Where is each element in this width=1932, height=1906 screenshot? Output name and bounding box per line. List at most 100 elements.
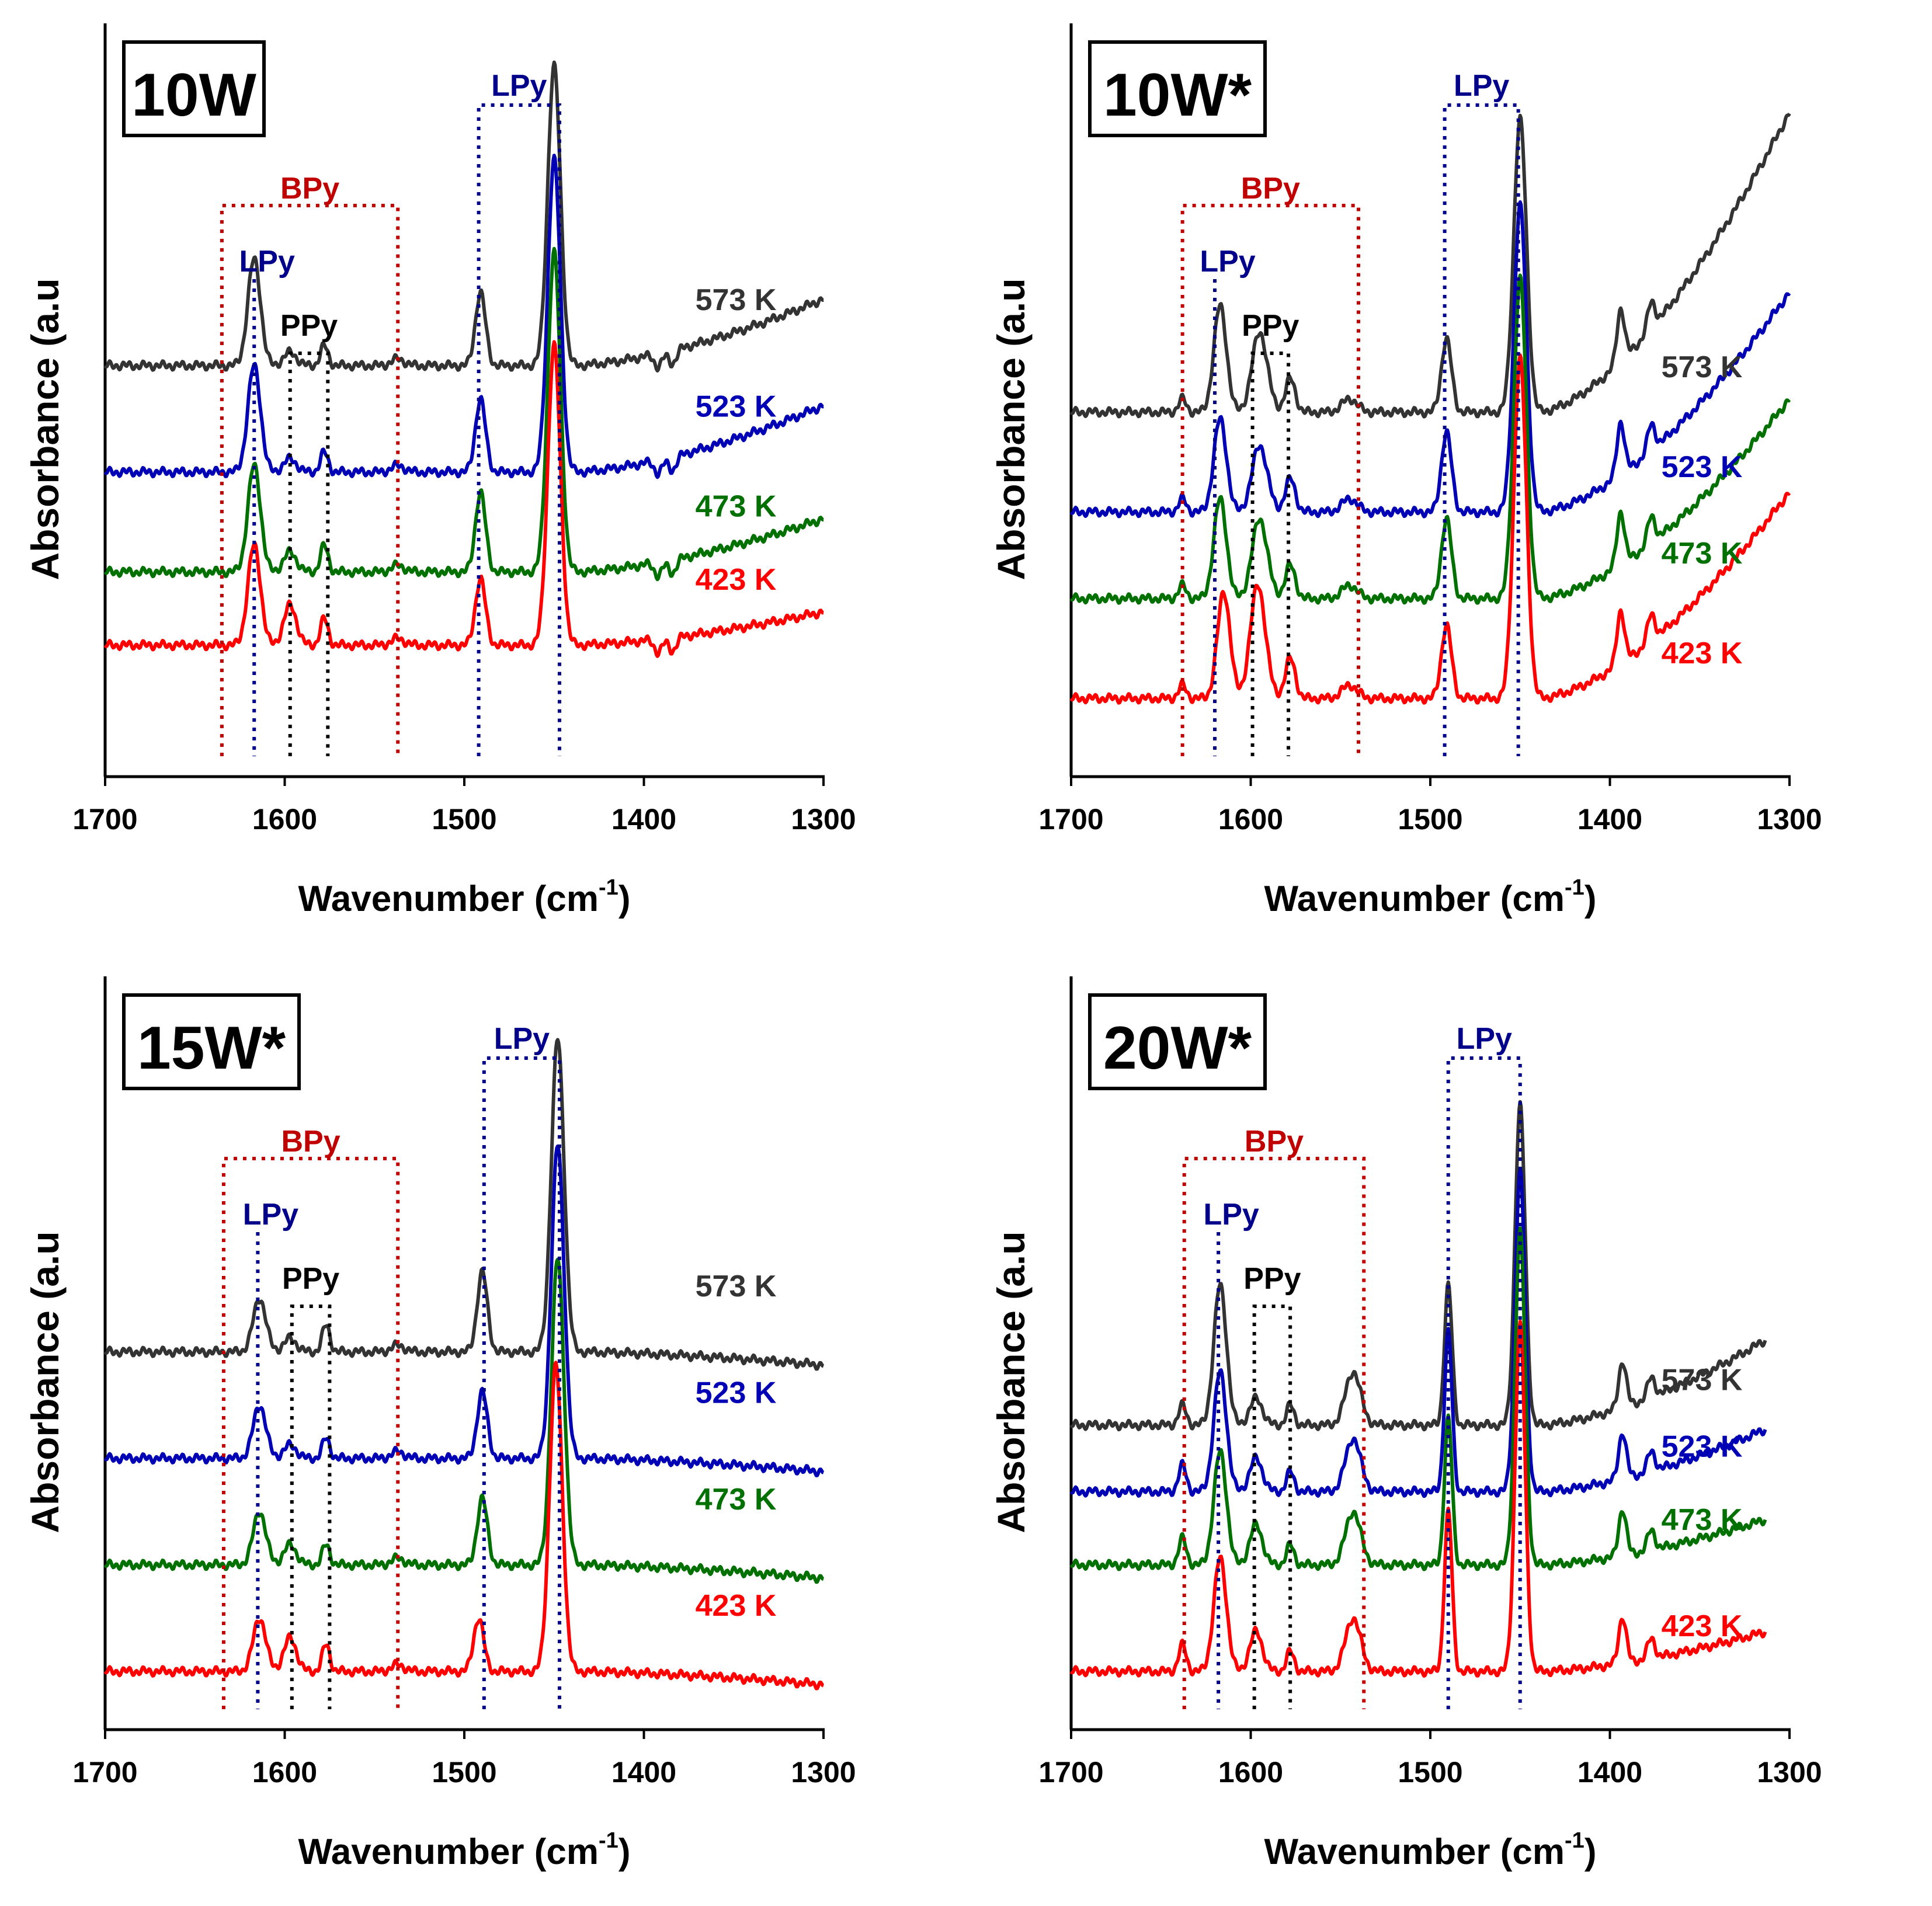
series-line-523-k [103, 1144, 825, 1477]
x-tick-label: 1600 [1218, 803, 1283, 836]
bpy-band-label: BPy [1245, 1125, 1304, 1159]
series-labels: 573 K 523 K 473 K 423 K [1662, 350, 1743, 670]
x-tick-label: 1300 [1757, 803, 1822, 836]
series-label-573-k: 573 K [696, 283, 777, 317]
x-tick-label: 1700 [72, 803, 137, 836]
series-line-573-k [1069, 113, 1791, 419]
ppy-band-marker [1252, 1305, 1292, 1709]
x-axis-label: Wavenumber (cm-1) [298, 875, 631, 919]
series-label-473-k: 473 K [1662, 1503, 1743, 1537]
lpy-low-label: LPy [239, 245, 295, 279]
panel-label: 15W* [137, 1014, 286, 1082]
x-tick-label: 1400 [611, 1756, 676, 1789]
bpy-band-box [1180, 204, 1360, 756]
lpy-high-band-box [477, 103, 561, 756]
series-label-573-k: 573 K [1662, 350, 1743, 384]
lpy-low-label: LPy [1200, 245, 1255, 279]
ppy-band-marker [288, 352, 330, 756]
axes: 1700 1600 1500 1400 1300 [72, 23, 856, 836]
x-axis-label: Wavenumber (cm-1) [298, 1828, 631, 1872]
series-line-473-k [1069, 1226, 1767, 1571]
series-line-523-k [1069, 200, 1791, 519]
x-tick-label: 1300 [791, 803, 856, 836]
chart-panel-15w-star: 1700 1600 1500 1400 1300 Wavenumber (cm-1) Abs… [0, 953, 964, 1905]
x-tick-label: 1300 [791, 1756, 856, 1789]
ppy-band-label: PPy [1242, 309, 1299, 343]
series-group [103, 60, 825, 658]
lpy-low-label: LPy [1203, 1198, 1259, 1232]
ppy-band-label: PPy [1243, 1262, 1301, 1296]
x-tick-label: 1700 [72, 1756, 137, 1789]
x-axis-label: Wavenumber (cm-1) [1264, 875, 1597, 919]
bpy-band-label: BPy [280, 172, 339, 206]
y-axis-label: Absorbance (a.u [23, 1231, 67, 1533]
lpy-high-band-box [1446, 1056, 1522, 1709]
axes: 1700 1600 1500 1400 1300 [1038, 23, 1822, 836]
axes: 1700 1600 1500 1400 1300 [1038, 976, 1822, 1789]
panel-label-frame [122, 40, 266, 137]
series-label-473-k: 473 K [696, 489, 777, 523]
x-tick-label: 1600 [252, 1756, 317, 1789]
series-line-423-k [1069, 1320, 1767, 1678]
panel-label: 10W [131, 61, 257, 129]
chart-panel-10w: 1700 1600 1500 1400 1300 Wavenumber (cm-1) Abs… [0, 0, 964, 952]
series-label-573-k: 573 K [1662, 1363, 1743, 1397]
x-tick-label: 1700 [1038, 803, 1103, 836]
series-line-473-k [103, 1257, 825, 1584]
chart-svg: 1700 1600 1500 1400 1300 Wavenumber (cm-1) Abs… [23, 976, 856, 1872]
series-labels: 573 K 523 K 473 K 423 K [696, 283, 777, 597]
ppy-band-label: PPy [282, 1262, 339, 1296]
series-label-573-k: 573 K [696, 1269, 777, 1303]
series-label-523-k: 523 K [1662, 450, 1743, 484]
panel-label-frame [1088, 40, 1267, 137]
band-annotations: BPy LPy PPy LPy [220, 69, 561, 756]
x-tick-label: 1500 [432, 803, 496, 836]
x-axis-label: Wavenumber (cm-1) [1264, 1828, 1597, 1872]
series-labels: 573 K 523 K 473 K 423 K [696, 1269, 777, 1623]
x-tick-label: 1500 [1398, 803, 1462, 836]
series-line-523-k [103, 154, 825, 479]
panel-label-box: 15W* [122, 993, 301, 1090]
lpy-high-band-label: LPy [1457, 1022, 1512, 1056]
ppy-band-marker [1250, 352, 1291, 756]
chart-svg: 1700 1600 1500 1400 1300 Wavenumber (cm-1) Abs… [23, 23, 856, 919]
chart-svg: 1700 1600 1500 1400 1300 Wavenumber (cm-1) Abs… [989, 976, 1822, 1872]
panel-label-box: 10W* [1088, 40, 1267, 137]
x-tick-label: 1400 [611, 803, 676, 836]
series-group [1069, 1100, 1767, 1678]
series-label-473-k: 473 K [696, 1483, 777, 1517]
x-tick-label: 1600 [1218, 1756, 1283, 1789]
lpy-high-band-label: LPy [494, 1022, 550, 1056]
series-line-423-k [103, 340, 825, 658]
x-tick-label: 1400 [1577, 1756, 1642, 1789]
series-line-523-k [1069, 1166, 1767, 1498]
series-group [1069, 113, 1791, 705]
panel-label-frame [122, 993, 301, 1090]
y-axis-label: Absorbance (a.u [989, 278, 1033, 580]
series-line-473-k [103, 246, 825, 582]
x-tick-label: 1500 [432, 1756, 496, 1789]
series-labels: 573 K 523 K 473 K 423 K [1662, 1363, 1743, 1643]
bpy-band-label: BPy [282, 1125, 340, 1159]
y-axis-label: Absorbance (a.u [989, 1231, 1033, 1533]
panel-label-frame [1088, 993, 1267, 1090]
ppy-band-marker [290, 1305, 332, 1709]
series-line-573-k [1069, 1100, 1767, 1432]
chart-panel-10w-star: 1700 1600 1500 1400 1300 Wavenumber (cm-1) Abs… [966, 0, 1930, 952]
panel-label: 20W* [1103, 1014, 1252, 1082]
chart-panel-20w-star: 1700 1600 1500 1400 1300 Wavenumber (cm-1) Abs… [966, 953, 1930, 1905]
series-label-423-k: 423 K [696, 563, 777, 597]
series-label-523-k: 523 K [696, 1376, 777, 1410]
series-label-423-k: 423 K [1662, 637, 1743, 670]
ppy-band-label: PPy [280, 309, 338, 343]
x-tick-label: 1300 [1757, 1756, 1822, 1789]
panel-label-box: 10W [122, 40, 266, 137]
series-line-573-k [103, 60, 825, 373]
lpy-high-band-label: LPy [1454, 69, 1509, 103]
x-tick-label: 1400 [1577, 803, 1642, 836]
series-label-523-k: 523 K [696, 389, 777, 423]
series-label-473-k: 473 K [1662, 537, 1743, 571]
lpy-high-band-label: LPy [491, 69, 547, 103]
bpy-band-box [220, 204, 400, 756]
series-line-573-k [103, 1038, 825, 1371]
